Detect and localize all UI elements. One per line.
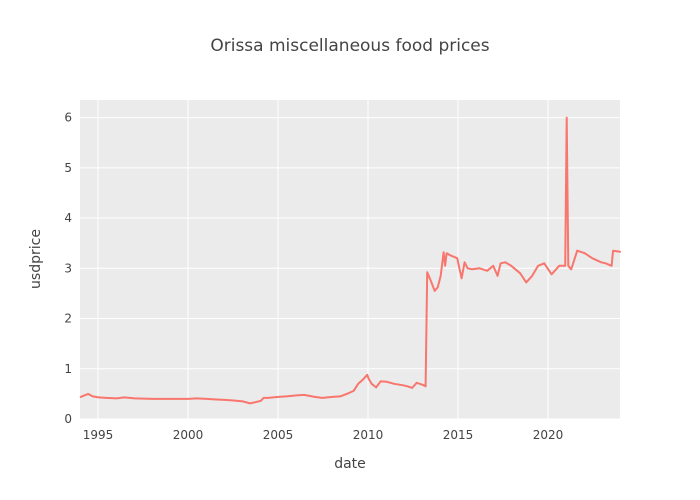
series-line (79, 116, 621, 405)
y-tick-label: 5 (64, 161, 72, 175)
y-axis-title: usdprice (28, 229, 44, 289)
y-tick-label: 6 (64, 111, 72, 125)
x-tick-label: 1995 (83, 428, 114, 442)
y-tick-label: 4 (64, 211, 72, 225)
chart-title: Orissa miscellaneous food prices (210, 36, 489, 56)
grid-lines (80, 100, 620, 420)
x-tick-label: 2015 (443, 428, 474, 442)
tick-labels: 0 1 2 3 4 5 6 1995 2000 2005 2010 2015 2020 (64, 111, 563, 442)
y-tick-label: 3 (64, 261, 72, 275)
x-tick-label: 2010 (353, 428, 384, 442)
y-tick-label: 2 (64, 312, 72, 326)
x-tick-label: 2000 (173, 428, 204, 442)
y-tick-label: 1 (64, 362, 72, 376)
plot-area (80, 100, 620, 419)
x-tick-label: 2005 (263, 428, 294, 442)
y-tick-label: 0 (64, 412, 72, 426)
x-axis-title: date (334, 456, 366, 472)
series-layer (79, 116, 621, 405)
x-tick-label: 2020 (533, 428, 564, 442)
